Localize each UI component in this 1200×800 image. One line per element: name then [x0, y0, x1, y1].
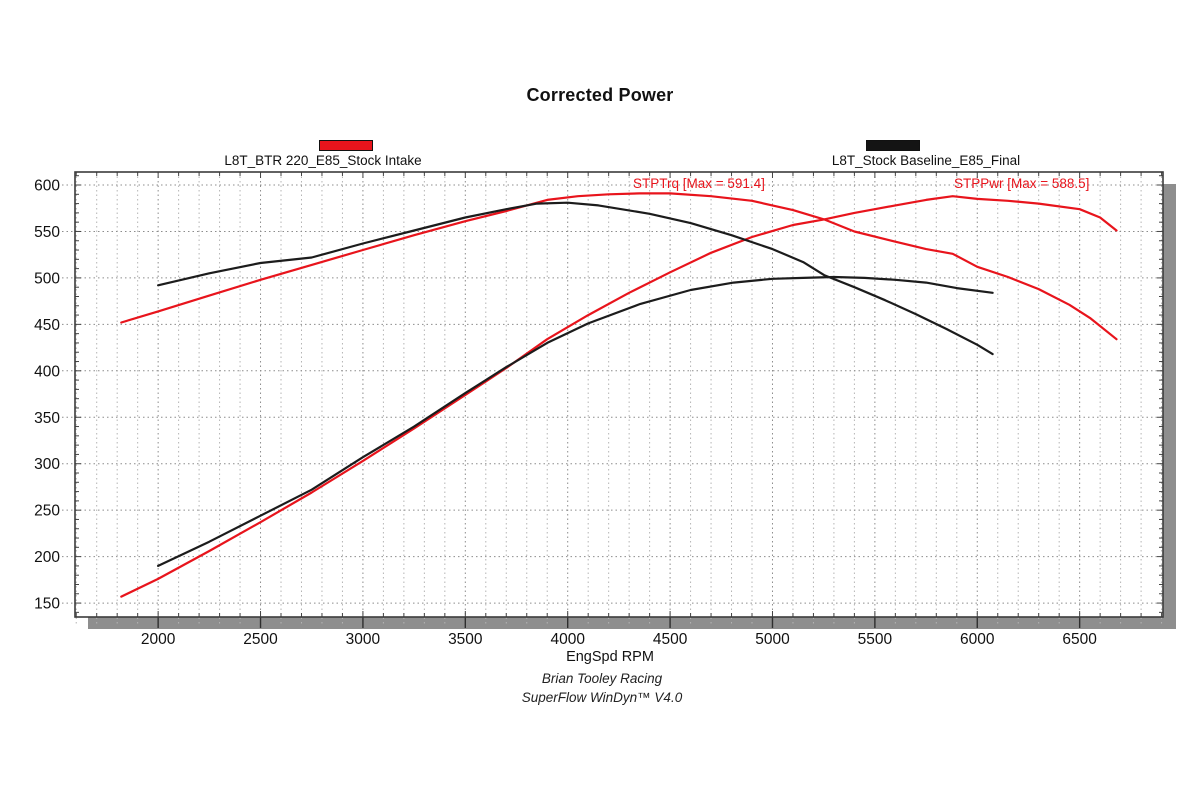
y-tick-label: 350 — [34, 410, 60, 427]
y-tick-label: 400 — [34, 363, 60, 380]
x-tick-label: 2500 — [243, 631, 278, 648]
curve — [157, 201, 994, 356]
x-tick-label: 2000 — [141, 631, 176, 648]
x-tick-label: 5500 — [858, 631, 893, 648]
x-axis-title: EngSpd RPM — [566, 649, 654, 665]
legend-label-btr-cam: L8T_BTR 220_E85_Stock Intake — [224, 153, 422, 168]
footer-software-name: SuperFlow WinDyn™ V4.0 — [521, 690, 683, 705]
x-tick-label: 3500 — [448, 631, 483, 648]
x-tick-label: 5000 — [755, 631, 790, 648]
y-tick-label: 500 — [34, 270, 60, 287]
legend-swatch-red — [319, 140, 373, 151]
legend-swatch-black — [866, 140, 920, 151]
plot-border — [74, 171, 1164, 618]
y-tick-label: 250 — [34, 503, 60, 520]
x-tick-labels: 2000 2500 3000 3500 4000 4500 5000 5500 6000 6500 — [141, 631, 1097, 648]
y-tick-label: 200 — [34, 549, 60, 566]
chart-title: Corrected Power — [526, 85, 674, 105]
x-tick-label: 6000 — [960, 631, 995, 648]
curve — [157, 275, 994, 568]
x-tick-label: 4500 — [653, 631, 688, 648]
y-tick-label: 300 — [34, 456, 60, 473]
y-tick-label: 600 — [34, 178, 60, 195]
max-power-annotation: STPPwr [Max = 588.5] — [954, 176, 1090, 191]
curves — [120, 192, 1118, 598]
legend-label-stock-baseline: L8T_Stock Baseline_E85_Final — [831, 153, 1021, 168]
x-tick-label: 3000 — [346, 631, 381, 648]
horizontal-gridlines — [62, 184, 1163, 604]
y-tick-label: 450 — [34, 317, 60, 334]
y-tick-label: 150 — [34, 596, 60, 613]
x-tick-label: 4000 — [550, 631, 585, 648]
curve — [120, 195, 1118, 598]
plot-background — [75, 172, 1163, 617]
max-torque-annotation: STPTrq [Max = 591.4] — [633, 176, 765, 191]
curve — [120, 192, 1118, 341]
y-tick-labels: 150 200 250 300 350 400 450 500 550 600 — [34, 178, 60, 613]
vertical-gridlines — [75, 172, 1163, 628]
footer-shop-name: Brian Tooley Racing — [541, 671, 663, 686]
y-tick-label: 550 — [34, 224, 60, 241]
x-tick-label: 6500 — [1062, 631, 1097, 648]
